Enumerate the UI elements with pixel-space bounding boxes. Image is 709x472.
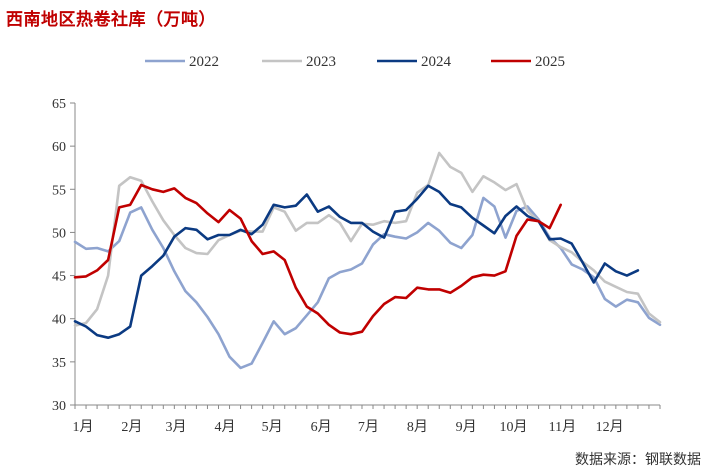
legend-label-2024: 2024 bbox=[421, 54, 452, 70]
y-tick-label: 40 bbox=[52, 313, 66, 328]
y-tick-label: 50 bbox=[52, 226, 66, 241]
legend-label-2023: 2023 bbox=[306, 54, 336, 70]
series-line-2022 bbox=[73, 196, 662, 370]
legend: 2022 2023 2024 2025 bbox=[145, 54, 565, 70]
series-line-2024 bbox=[73, 184, 640, 340]
x-tick-label: 3月 bbox=[166, 419, 187, 435]
x-tick-label: 1月 bbox=[73, 419, 94, 435]
x-tick-label: 10月 bbox=[499, 419, 527, 435]
x-tick-label: 2月 bbox=[121, 419, 142, 435]
chart-title: 西南地区热卷社库（万吨） bbox=[6, 10, 216, 30]
x-tick-label: 4月 bbox=[214, 419, 235, 435]
x-tick-label: 6月 bbox=[311, 419, 332, 435]
y-tick-label: 45 bbox=[52, 270, 66, 285]
x-tick-label: 9月 bbox=[456, 419, 477, 435]
series-line-2025 bbox=[73, 183, 563, 336]
legend-label-2025: 2025 bbox=[535, 54, 565, 70]
y-tick-label: 35 bbox=[52, 356, 66, 371]
x-tick-label: 12月 bbox=[596, 419, 624, 435]
source-note: 数据来源：钢联数据 bbox=[575, 452, 701, 468]
x-tick-label: 11月 bbox=[549, 419, 576, 435]
x-tick-label: 7月 bbox=[358, 419, 379, 435]
x-tick-label: 5月 bbox=[262, 419, 283, 435]
axes: 30 35 40 45 50 55 60 65 1月 2月 3月 4月 5月 6月 7月 8月 9月 10月 11月… bbox=[52, 97, 661, 435]
y-tick-label: 65 bbox=[52, 97, 66, 112]
x-tick-label: 8月 bbox=[407, 419, 428, 435]
series-line-2023 bbox=[73, 151, 662, 327]
y-tick-label: 60 bbox=[52, 140, 66, 155]
legend-label-2022: 2022 bbox=[189, 54, 219, 70]
y-tick-label: 55 bbox=[52, 183, 66, 198]
y-tick-label: 30 bbox=[52, 399, 66, 414]
series-lines bbox=[73, 151, 662, 370]
